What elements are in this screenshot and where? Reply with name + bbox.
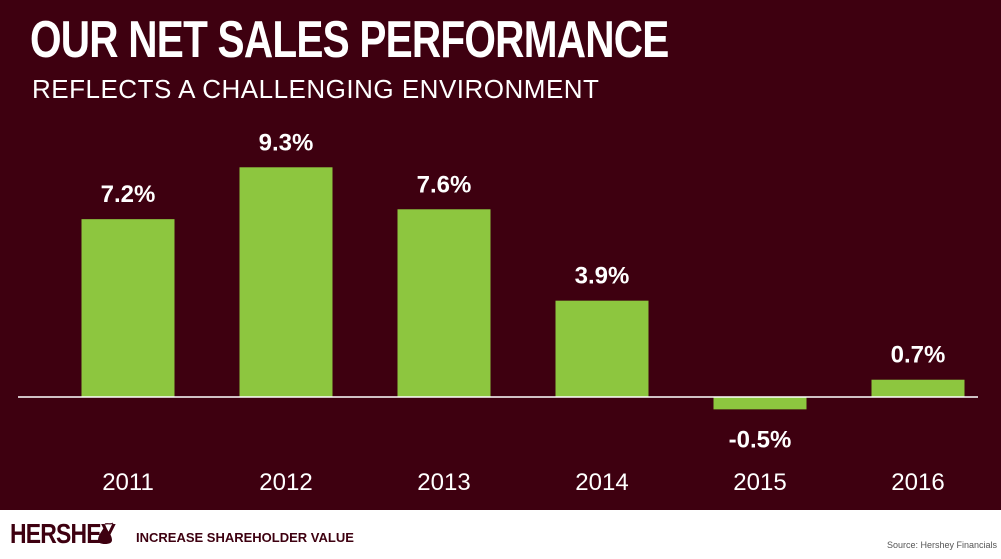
- bar-2015: [713, 397, 807, 410]
- bar-2012: [239, 167, 333, 397]
- bar-2013: [397, 209, 491, 397]
- slide: OUR NET SALES PERFORMANCE REFLECTS A CHA…: [0, 0, 1001, 510]
- source-note: Source: Hershey Financials: [886, 540, 997, 550]
- value-label-2014: 3.9%: [575, 263, 630, 290]
- category-label-2012: 2012: [259, 469, 312, 496]
- value-label-2015: -0.5%: [729, 426, 792, 453]
- page-title: OUR NET SALES PERFORMANCE: [30, 11, 669, 69]
- bar-chart: 7.2% 2011 9.3% 2012 7.6% 2013 3.9% 2014 -0.5% 201…: [18, 129, 978, 496]
- tagline: INCREASE SHAREHOLDER VALUE: [136, 530, 354, 545]
- bar-2014: [555, 300, 649, 397]
- value-label-2013: 7.6%: [417, 171, 472, 198]
- footer: HERSHEY INCREASE SHAREHOLDER VALUE Sourc…: [0, 510, 1001, 559]
- category-label-2016: 2016: [891, 469, 944, 496]
- value-label-2011: 7.2%: [101, 181, 156, 208]
- category-label-2011: 2011: [102, 469, 154, 496]
- page-subtitle: REFLECTS A CHALLENGING ENVIRONMENT: [32, 74, 600, 104]
- bar-2011: [81, 219, 175, 397]
- category-label-2015: 2015: [733, 469, 786, 496]
- value-label-2012: 9.3%: [259, 129, 314, 156]
- bar-2016: [871, 379, 965, 397]
- value-label-2016: 0.7%: [891, 342, 946, 369]
- category-label-2013: 2013: [417, 469, 470, 496]
- hershey-logo: HERSHEY: [10, 518, 116, 549]
- category-label-2014: 2014: [575, 469, 628, 496]
- hershey-kiss-icon: [98, 522, 114, 544]
